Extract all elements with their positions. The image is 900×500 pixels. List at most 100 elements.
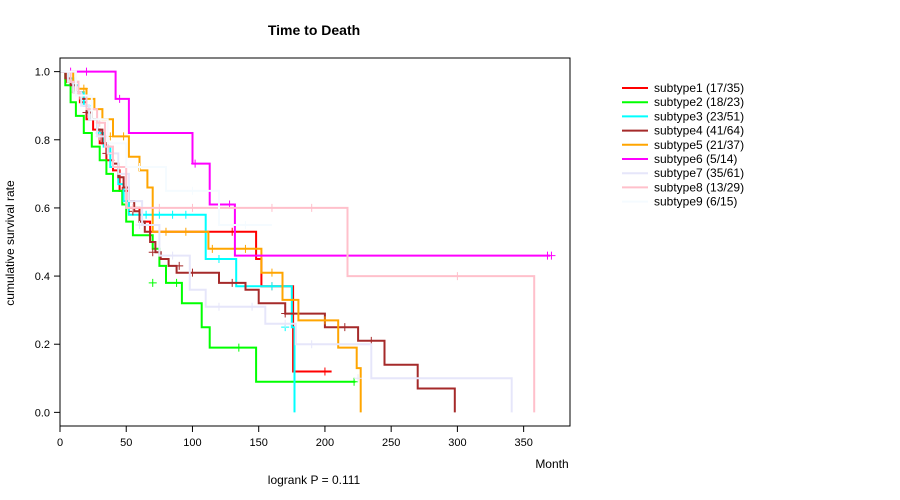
censor-mark	[241, 244, 250, 253]
logrank-annotation: logrank P = 0.111	[268, 473, 361, 487]
y-tick-label: 0.4	[35, 271, 50, 283]
censor-mark	[148, 278, 157, 287]
chart-title: Time to Death	[268, 22, 360, 38]
x-tick-label: 350	[514, 437, 532, 449]
legend: subtype1 (17/35)subtype2 (18/23)subtype3…	[622, 81, 744, 209]
censor-mark	[208, 244, 217, 253]
censor-mark	[95, 132, 104, 141]
legend-label: subtype9 (6/15)	[654, 195, 737, 209]
x-tick-label: 250	[382, 437, 400, 449]
legend-item: subtype8 (13/29)	[622, 180, 744, 194]
legend-label: subtype2 (18/23)	[654, 95, 744, 109]
censor-mark	[307, 203, 316, 212]
y-tick-label: 0.2	[35, 339, 50, 351]
legend-item: subtype7 (35/61)	[622, 166, 744, 180]
censor-mark	[267, 268, 276, 277]
censor-mark	[320, 316, 329, 325]
y-tick-label: 1.0	[35, 67, 50, 79]
survival-curve	[60, 70, 536, 413]
censor-mark	[228, 278, 237, 287]
censor-mark	[172, 278, 181, 287]
x-tick-label: 100	[183, 437, 201, 449]
censor-mark	[214, 302, 223, 311]
censor-mark	[547, 251, 556, 260]
survival-curve	[60, 70, 356, 383]
legend-item: subtype6 (5/14)	[622, 152, 737, 166]
x-tick-label: 300	[448, 437, 466, 449]
legend-item: subtype2 (18/23)	[622, 95, 744, 109]
censor-mark	[181, 227, 190, 236]
censor-mark	[161, 227, 170, 236]
censor-mark	[320, 367, 329, 376]
x-tick-label: 200	[316, 437, 334, 449]
censor-mark	[142, 210, 151, 219]
legend-item: subtype1 (17/35)	[622, 81, 744, 95]
survival-curve	[60, 70, 296, 413]
legend-label: subtype3 (23/51)	[654, 109, 744, 123]
censor-mark	[267, 203, 276, 212]
censor-mark	[214, 255, 223, 264]
censor-mark	[188, 186, 197, 195]
legend-item: subtype9 (6/15)	[622, 195, 737, 209]
y-tick-label: 0.8	[35, 135, 50, 147]
legend-label: subtype8 (13/29)	[654, 180, 744, 194]
series-8	[60, 70, 536, 413]
legend-label: subtype5 (21/37)	[654, 138, 744, 152]
censor-mark	[191, 159, 200, 168]
censor-mark	[307, 340, 316, 349]
y-tick-label: 0.0	[35, 407, 50, 419]
censor-mark	[188, 203, 197, 212]
censor-mark	[82, 67, 91, 76]
censor-mark	[128, 203, 137, 212]
series-3	[60, 70, 296, 413]
legend-label: subtype7 (35/61)	[654, 166, 744, 180]
survival-curve	[60, 70, 456, 413]
censor-mark	[281, 319, 290, 328]
censor-mark	[181, 210, 190, 219]
censor-mark	[267, 282, 276, 291]
legend-label: subtype1 (17/35)	[654, 81, 744, 95]
series-1	[60, 70, 332, 376]
series-2	[60, 70, 359, 386]
survival-curve	[60, 70, 513, 413]
censor-mark	[340, 323, 349, 332]
legend-item: subtype5 (21/37)	[622, 138, 744, 152]
censor-mark	[350, 377, 359, 386]
censor-mark	[135, 220, 144, 229]
x-tick-label: 0	[57, 437, 63, 449]
plot-frame	[59, 57, 571, 427]
censor-mark	[175, 261, 184, 270]
plot-series	[60, 67, 556, 413]
censor-mark	[148, 248, 157, 257]
censor-mark	[79, 84, 88, 93]
legend-label: subtype4 (41/64)	[654, 124, 744, 138]
legend-item: subtype3 (23/51)	[622, 109, 744, 123]
censor-mark	[354, 374, 363, 383]
x-tick-label: 150	[250, 437, 268, 449]
censor-mark	[115, 94, 124, 103]
series-7	[60, 70, 513, 413]
survival-curve	[60, 70, 272, 226]
y-tick-label: 0.6	[35, 203, 50, 215]
x-tick-label: 50	[120, 437, 132, 449]
censor-mark	[281, 309, 290, 318]
censor-mark	[248, 302, 257, 311]
x-axis-ticks: 0 50 100 150 200 250 300 350	[57, 426, 533, 449]
series-4	[60, 70, 456, 413]
censor-mark	[119, 132, 128, 141]
censor-mark	[135, 163, 144, 172]
legend-label: subtype6 (5/14)	[654, 152, 737, 166]
legend-item: subtype4 (41/64)	[622, 124, 744, 138]
survival-curve	[60, 70, 551, 257]
series-9	[60, 70, 272, 229]
series-6	[60, 67, 556, 260]
censor-mark	[453, 272, 462, 281]
censor-mark	[168, 251, 177, 260]
censor-mark	[155, 203, 164, 212]
censor-mark	[241, 220, 250, 229]
censor-mark	[234, 343, 243, 352]
y-axis-ticks: 0.0 0.2 0.4 0.6 0.8 1.0	[35, 67, 60, 419]
y-axis-label: cumulative survival rate	[3, 180, 17, 306]
x-axis-label: Month	[535, 457, 568, 471]
